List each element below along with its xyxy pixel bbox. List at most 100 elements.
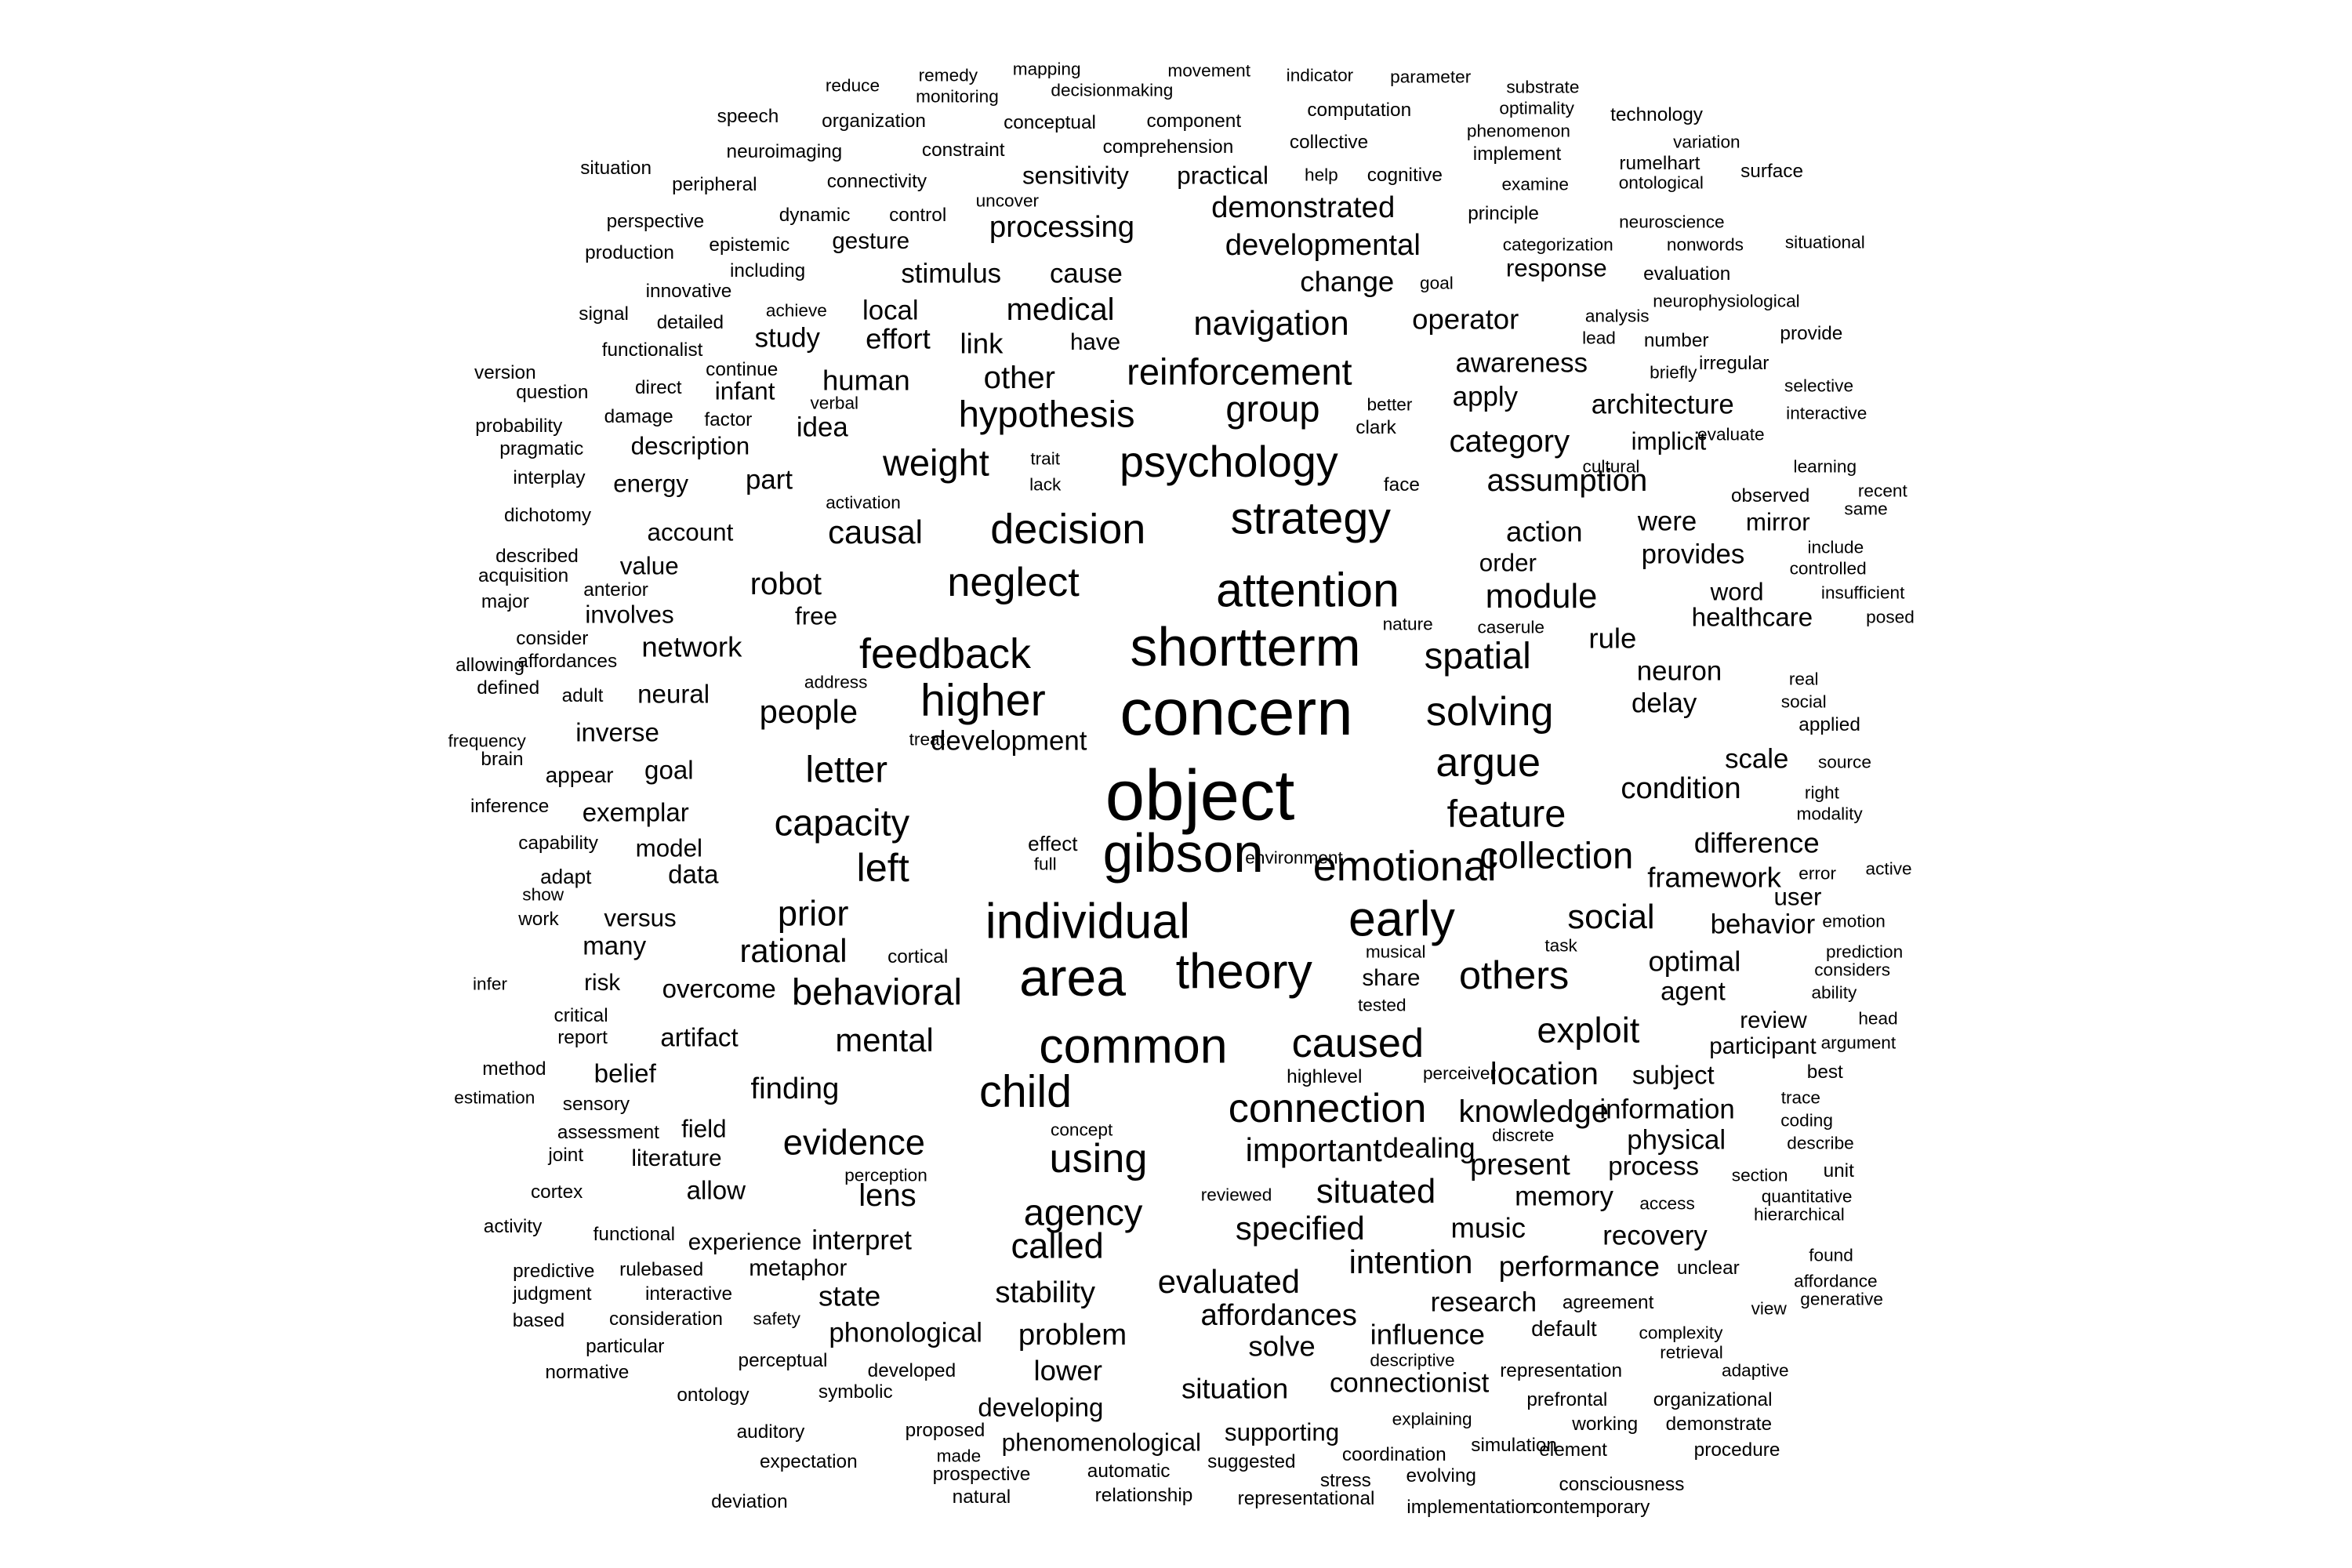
cloud-word: normative — [545, 1361, 630, 1383]
cloud-word: better — [1367, 394, 1413, 415]
cloud-word: task — [1544, 936, 1577, 956]
cloud-word: natural — [952, 1486, 1011, 1508]
cloud-word: consider — [516, 627, 589, 649]
cloud-word: agent — [1661, 977, 1726, 1007]
cloud-word: share — [1362, 965, 1421, 992]
cloud-word: frequency — [448, 731, 526, 751]
cloud-word: safety — [753, 1309, 800, 1330]
cloud-word: section — [1731, 1165, 1788, 1185]
cloud-word: collection — [1479, 834, 1634, 877]
cloud-word: interpret — [811, 1225, 912, 1256]
cloud-word: free — [795, 601, 838, 630]
cloud-word: control — [889, 204, 947, 226]
cloud-word: controlled — [1789, 558, 1867, 579]
cloud-word: brain — [481, 749, 524, 771]
cloud-word: processing — [989, 210, 1135, 245]
cloud-word: capacity — [774, 801, 910, 844]
cloud-word: infer — [472, 974, 508, 994]
cloud-word: energy — [613, 470, 689, 498]
cloud-word: attention — [1216, 563, 1399, 617]
cloud-word: nonwords — [1666, 235, 1744, 256]
cloud-word: assumption — [1486, 463, 1648, 499]
cloud-word: agency — [1023, 1191, 1143, 1233]
cloud-word: evaluated — [1157, 1263, 1300, 1301]
cloud-word: conceptual — [1004, 111, 1096, 133]
cloud-word: briefly — [1650, 362, 1697, 383]
cloud-word: indicator — [1286, 65, 1354, 85]
cloud-word: highlevel — [1287, 1065, 1363, 1087]
cloud-word: information — [1599, 1094, 1735, 1125]
cloud-word: shortterm — [1130, 616, 1361, 678]
cloud-word: overcome — [662, 975, 776, 1004]
cloud-word: representational — [1237, 1487, 1375, 1509]
cloud-word: recovery — [1602, 1220, 1708, 1251]
cloud-word: analysis — [1584, 307, 1650, 327]
cloud-word: field — [681, 1114, 727, 1142]
cloud-word: location — [1490, 1056, 1599, 1091]
cloud-word: involves — [585, 601, 674, 628]
cloud-word: implicit — [1631, 427, 1707, 456]
cloud-word: important — [1245, 1131, 1382, 1168]
cloud-word: activity — [483, 1216, 543, 1238]
cloud-word: same — [1844, 499, 1888, 519]
cloud-word: default — [1531, 1316, 1597, 1341]
cloud-word: reduce — [825, 75, 880, 96]
cloud-word: assessment — [557, 1122, 659, 1144]
cloud-word: remedy — [918, 65, 978, 85]
cloud-word: made — [936, 1446, 982, 1466]
cloud-word: affordances — [1200, 1298, 1357, 1332]
cloud-word: weight — [882, 441, 989, 484]
cloud-word: situation — [580, 157, 652, 179]
cloud-word: apply — [1452, 381, 1518, 412]
cloud-word: real — [1788, 669, 1819, 689]
cloud-word: damage — [604, 405, 673, 427]
cloud-word: perceiver — [1422, 1063, 1496, 1083]
cloud-word: process — [1608, 1152, 1700, 1181]
cloud-word: feedback — [858, 630, 1032, 677]
cloud-word: participant — [1709, 1033, 1817, 1060]
cloud-word: data — [668, 860, 719, 890]
cloud-word: direct — [634, 377, 682, 399]
cloud-word: demonstrate — [1665, 1413, 1773, 1435]
cloud-word: behavior — [1710, 909, 1816, 940]
cloud-word: environment — [1245, 848, 1343, 868]
cloud-word: dynamic — [779, 204, 851, 226]
cloud-word: appear — [545, 762, 614, 787]
cloud-word: trace — [1780, 1087, 1820, 1108]
cloud-word: letter — [805, 748, 887, 790]
cloud-word: monitoring — [916, 86, 999, 107]
cloud-word: metaphor — [749, 1254, 848, 1281]
cloud-word: tested — [1357, 995, 1406, 1015]
cloud-word: causal — [828, 514, 923, 551]
cloud-word: epistemic — [709, 234, 790, 256]
cloud-word: adapt — [540, 865, 592, 889]
cloud-word: model — [635, 833, 702, 862]
cloud-word: explaining — [1392, 1409, 1472, 1429]
cloud-word: word — [1710, 577, 1764, 605]
cloud-word: innovative — [645, 280, 732, 302]
cloud-word: suggested — [1207, 1451, 1296, 1473]
cloud-word: response — [1505, 254, 1607, 282]
cloud-word: rule — [1588, 622, 1637, 655]
cloud-word: concern — [1120, 675, 1353, 750]
cloud-word: adaptive — [1722, 1360, 1789, 1381]
cloud-word: found — [1809, 1245, 1853, 1265]
cloud-word: speech — [717, 105, 779, 127]
cloud-word: object — [1105, 756, 1295, 836]
cloud-word: value — [619, 552, 679, 580]
cloud-word: delay — [1632, 688, 1697, 719]
cloud-word: proposed — [905, 1419, 985, 1441]
cloud-word: element — [1539, 1439, 1607, 1461]
cloud-word: caserule — [1477, 617, 1545, 637]
cloud-word: procedure — [1693, 1439, 1780, 1461]
cloud-word: study — [754, 322, 820, 354]
cloud-word: robot — [750, 566, 822, 601]
cloud-word: change — [1300, 265, 1395, 298]
cloud-word: neurophysiological — [1653, 291, 1800, 311]
cloud-word: prefrontal — [1526, 1388, 1608, 1410]
cloud-word: best — [1806, 1061, 1843, 1083]
cloud-word: constraint — [921, 139, 1005, 161]
cloud-word: connectivity — [826, 171, 927, 192]
cloud-word: affordance — [1794, 1271, 1878, 1291]
cloud-word: others — [1458, 952, 1570, 997]
